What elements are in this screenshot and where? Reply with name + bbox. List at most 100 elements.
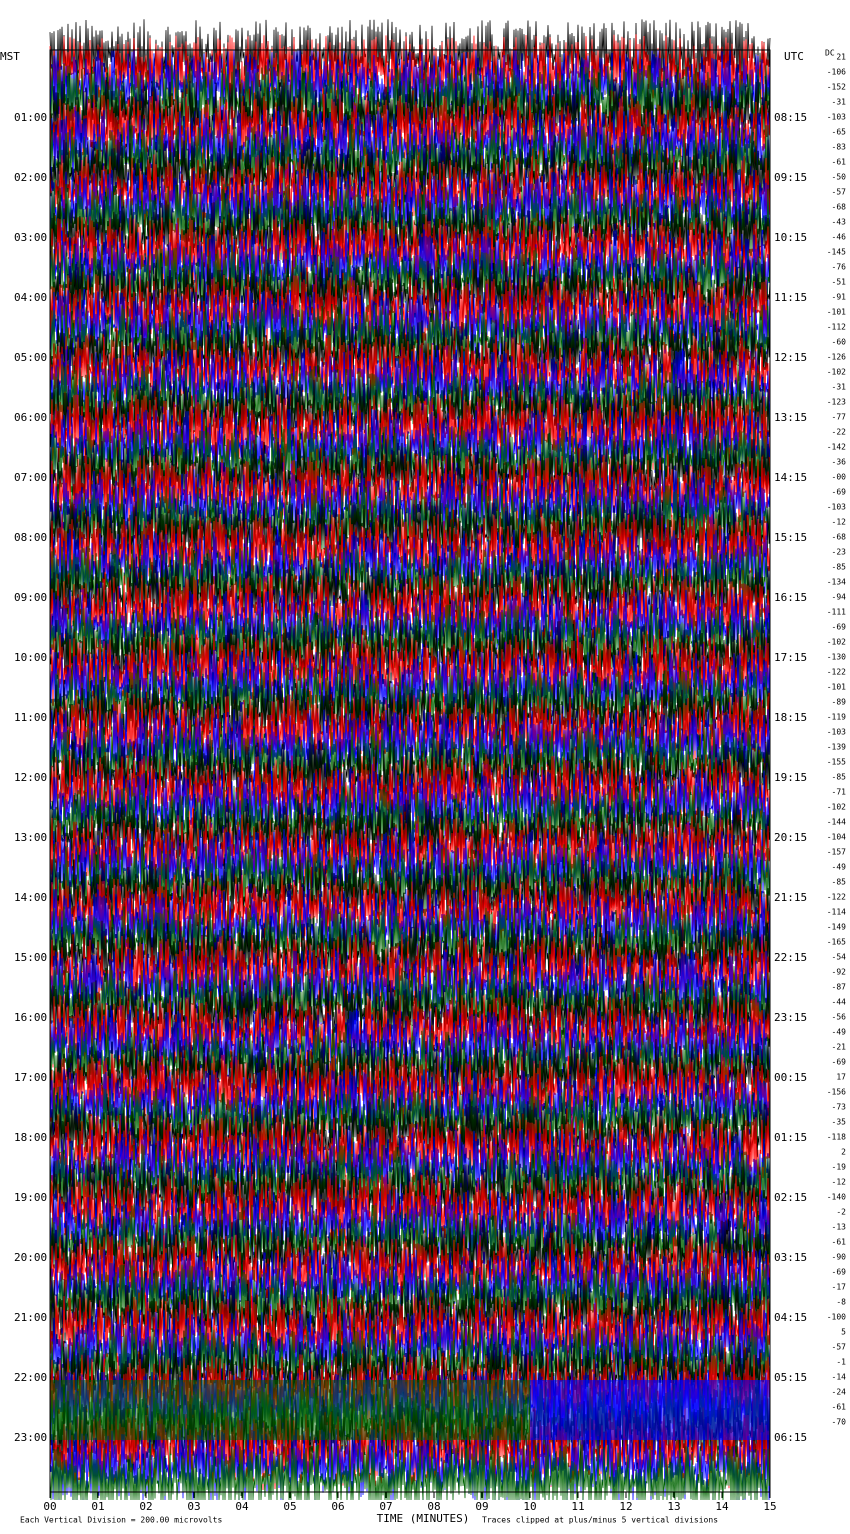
right-hour-label: 20:15	[774, 831, 807, 844]
dc-offset: -85	[832, 773, 847, 782]
dc-offset: -57	[832, 188, 847, 197]
trace	[49, 1263, 771, 1341]
left-hour-label: 15:00	[14, 951, 47, 964]
dc-offset: -144	[827, 818, 846, 827]
trace	[49, 34, 771, 111]
trace	[49, 1249, 771, 1326]
dc-offset: -112	[827, 323, 846, 332]
trace	[49, 768, 771, 846]
dc-offset: -156	[827, 1088, 846, 1097]
trace	[49, 139, 771, 215]
trace	[49, 1009, 771, 1085]
x-tick-label: 00	[43, 1500, 56, 1513]
left-hour-label: 10:00	[14, 651, 47, 664]
trace	[49, 1279, 771, 1356]
trace	[49, 259, 771, 335]
trace	[49, 19, 771, 95]
right-hour-label: 06:15	[774, 1431, 807, 1444]
right-hour-label: 18:15	[774, 711, 807, 724]
left-hour-label: 20:00	[14, 1251, 47, 1264]
trace	[49, 499, 771, 576]
dc-offset: -69	[832, 623, 847, 632]
dc-offset: -139	[827, 743, 846, 752]
dc-offset: -71	[832, 788, 847, 797]
dc-offset: -17	[832, 1283, 847, 1292]
left-zone: MST	[0, 50, 20, 63]
right-hour-label: 15:15	[774, 531, 807, 544]
right-hour-label: 03:15	[774, 1251, 807, 1264]
dc-offset: -101	[827, 308, 846, 317]
right-hour-label: 16:15	[774, 591, 807, 604]
dc-offset: -157	[827, 848, 846, 857]
dc-offset: -1	[836, 1358, 846, 1367]
dc-offset: -145	[827, 248, 846, 257]
dc-offset: -22	[832, 428, 847, 437]
dc-offset: -69	[832, 1268, 847, 1277]
dc-offset: -102	[827, 638, 846, 647]
trace	[49, 1069, 771, 1146]
dc-offset: -122	[827, 668, 846, 677]
trace	[49, 1219, 771, 1295]
x-tick-label: 14	[715, 1500, 729, 1513]
left-hour-label: 21:00	[14, 1311, 47, 1324]
dc-offset: -68	[832, 203, 847, 212]
left-hour-label: 13:00	[14, 831, 47, 844]
x-tick-label: 13	[667, 1500, 680, 1513]
dc-offset: -85	[832, 878, 847, 887]
dc-offset: -57	[832, 1343, 847, 1352]
left-hour-label: 08:00	[14, 531, 47, 544]
dc-offset: -149	[827, 923, 846, 932]
dc-offset: -165	[827, 938, 846, 947]
dc-offset: -77	[832, 413, 847, 422]
right-hour-label: 23:15	[774, 1011, 807, 1024]
x-tick-label: 12	[619, 1500, 632, 1513]
trace	[49, 828, 771, 906]
dc-offset: -8	[836, 1298, 846, 1307]
trace	[49, 1129, 771, 1205]
dc-offset: -49	[832, 863, 847, 872]
trace	[49, 1053, 771, 1130]
traces	[49, 19, 771, 1501]
dc-offset: -87	[832, 983, 847, 992]
dc-offset: -70	[832, 1418, 847, 1427]
dc-offset: -69	[832, 1058, 847, 1067]
x-tick-label: 08	[427, 1500, 440, 1513]
left-hour-label: 02:00	[14, 171, 47, 184]
dc-offset: -102	[827, 803, 846, 812]
dc-offset: -142	[827, 443, 846, 452]
trace	[49, 994, 771, 1071]
dc-offset: 21	[836, 53, 846, 62]
dc-offset: -111	[827, 608, 846, 617]
trace	[49, 409, 771, 486]
trace	[49, 919, 771, 995]
right-hour-label: 10:15	[774, 231, 807, 244]
dc-offset: -49	[832, 1028, 847, 1037]
dc-offset: -61	[832, 158, 847, 167]
right-hour-label: 17:15	[774, 651, 807, 664]
trace	[49, 874, 771, 951]
dc-offset: -130	[827, 653, 846, 662]
dc-offset: -69	[832, 488, 847, 497]
trace	[49, 589, 771, 665]
trace	[49, 784, 771, 860]
dc-offset: -91	[832, 293, 847, 302]
x-tick-label: 05	[283, 1500, 296, 1513]
trace	[49, 349, 771, 425]
dc-offset: -36	[832, 458, 847, 467]
dc-offset: -101	[827, 683, 846, 692]
right-hour-label: 11:15	[774, 291, 807, 304]
dc-offset: -14	[832, 1373, 847, 1382]
trace	[49, 379, 771, 456]
trace	[49, 1173, 771, 1251]
trace	[49, 79, 771, 155]
trace	[49, 1024, 771, 1100]
trace	[49, 469, 771, 545]
dc-offset: -65	[832, 128, 847, 137]
dc-offset: -155	[827, 758, 846, 767]
left-hour-label: 04:00	[14, 291, 47, 304]
left-hour-label: 06:00	[14, 411, 47, 424]
dc-offset: -35	[832, 1118, 847, 1127]
dc-label: DC	[825, 49, 835, 58]
left-hour-label: 03:00	[14, 231, 47, 244]
dc-offset: -100	[827, 1313, 846, 1322]
